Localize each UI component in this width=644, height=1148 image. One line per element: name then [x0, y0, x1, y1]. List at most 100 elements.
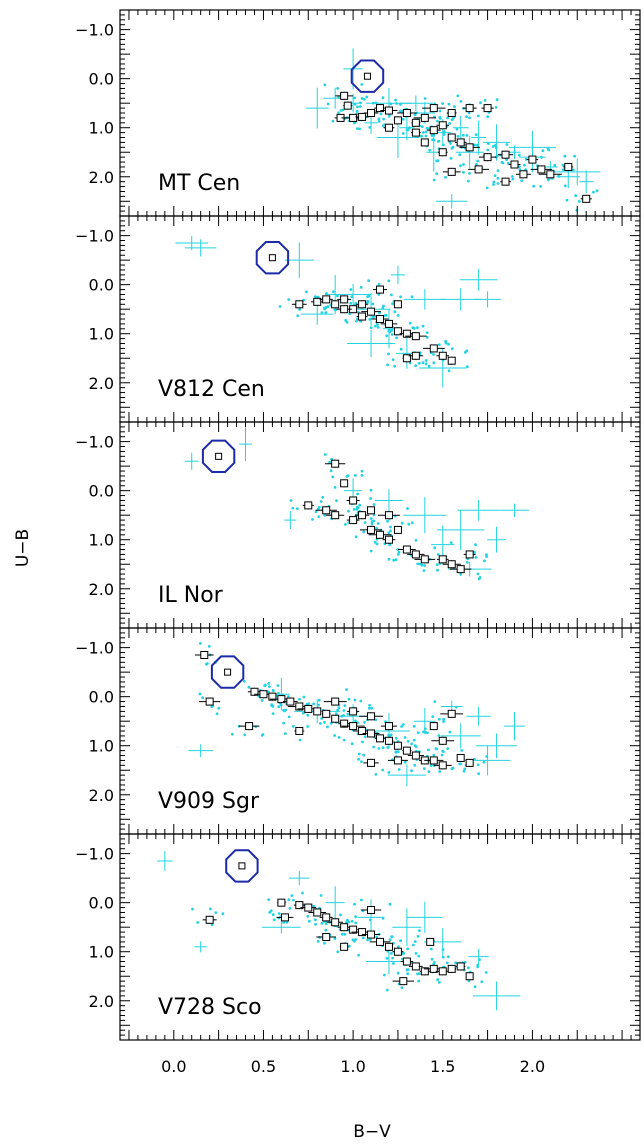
comparison-star-point — [428, 148, 432, 152]
comparison-star-point — [298, 697, 301, 701]
comparison-star-point — [408, 321, 412, 325]
comparison-star-point — [436, 978, 439, 982]
comparison-star-point — [314, 510, 318, 513]
y-tick-label: −1.0 — [75, 21, 114, 40]
comparison-star-point — [449, 541, 453, 544]
y-tick-label: 0.0 — [89, 688, 114, 707]
comparison-star-point — [191, 907, 194, 911]
comparison-star-point — [465, 561, 469, 564]
comparison-star-point — [323, 720, 326, 724]
cluster-point — [501, 177, 510, 186]
cluster-point — [426, 937, 435, 946]
comparison-star-point — [376, 522, 380, 525]
cluster-point — [349, 496, 358, 505]
comparison-star-point — [357, 953, 360, 957]
cluster-point — [438, 555, 447, 564]
comparison-star-point — [432, 753, 436, 757]
comparison-star-point — [354, 474, 357, 477]
cluster-point — [438, 121, 447, 130]
target-point — [363, 72, 371, 80]
y-tick-label: −1.0 — [75, 845, 114, 864]
comparison-star-cloud — [157, 851, 521, 1011]
comparison-star-point — [260, 699, 264, 702]
comparison-star-point — [362, 753, 366, 757]
cluster-point — [465, 143, 474, 152]
y-tick-label: −1.0 — [75, 433, 114, 452]
comparison-star-point — [298, 738, 302, 742]
comparison-star-point — [461, 133, 465, 137]
comparison-star-point — [401, 132, 405, 135]
comparison-star-point — [382, 304, 385, 308]
comparison-star-point — [592, 190, 595, 194]
comparison-star-point — [378, 311, 381, 315]
comparison-star-point — [448, 140, 452, 144]
comparison-star-point — [363, 720, 366, 724]
comparison-star-point — [416, 562, 420, 566]
comparison-star-point — [438, 117, 442, 120]
comparison-star-point — [547, 148, 551, 152]
comparison-star-point — [291, 506, 295, 510]
comparison-star-point — [367, 706, 371, 710]
comparison-star-point — [287, 298, 291, 301]
comparison-star-point — [389, 529, 392, 533]
comparison-star-point — [347, 509, 350, 513]
comparison-star-point — [349, 288, 353, 291]
comparison-star-point — [355, 507, 359, 511]
cluster-point — [456, 753, 465, 762]
comparison-star-point — [377, 117, 381, 121]
target-octagon — [350, 59, 385, 93]
comparison-star-point — [444, 175, 447, 179]
comparison-star-point — [433, 700, 437, 703]
comparison-star-point — [320, 922, 324, 925]
comparison-star-point — [287, 898, 291, 902]
cluster-point — [384, 736, 393, 745]
comparison-star-point — [282, 921, 285, 924]
cluster-point — [456, 962, 465, 971]
comparison-star-point — [473, 551, 476, 554]
comparison-star-point — [437, 343, 441, 347]
comparison-star-point — [198, 692, 202, 696]
comparison-star-point — [247, 685, 251, 689]
comparison-star-point — [366, 300, 370, 304]
comparison-star-point — [363, 521, 367, 524]
cluster-point — [358, 511, 367, 520]
comparison-star-point — [410, 769, 413, 773]
cluster-point — [429, 126, 438, 135]
comparison-star-point — [418, 929, 421, 932]
target-octagon — [225, 849, 259, 883]
comparison-star-point — [372, 503, 376, 506]
comparison-star-point — [410, 295, 414, 299]
comparison-star-point — [381, 96, 385, 100]
comparison-star-point — [416, 935, 420, 938]
comparison-star-point — [406, 947, 410, 951]
comparison-star-point — [360, 469, 364, 473]
comparison-star-point — [215, 712, 219, 716]
comparison-star-point — [283, 709, 286, 713]
comparison-star-point — [382, 124, 385, 128]
comparison-star-point — [438, 109, 442, 113]
comparison-star-point — [485, 186, 489, 190]
comparison-star-point — [374, 773, 378, 776]
cluster-point — [295, 901, 304, 910]
comparison-star-point — [392, 962, 395, 965]
comparison-star-point — [314, 922, 317, 926]
cluster-point — [367, 930, 376, 939]
comparison-star-point — [336, 87, 339, 90]
comparison-star-point — [370, 522, 374, 526]
comparison-star-point — [353, 96, 356, 100]
comparison-star-point — [449, 157, 453, 160]
comparison-star-point — [459, 573, 463, 576]
target-point — [224, 668, 232, 676]
cluster-point — [322, 295, 331, 304]
cluster-point — [331, 300, 340, 309]
comparison-star-point — [301, 891, 304, 895]
comparison-star-point — [231, 732, 234, 736]
comparison-star-point — [429, 764, 433, 767]
comparison-star-point — [323, 83, 327, 87]
comparison-star-point — [577, 200, 581, 203]
cluster-point — [322, 709, 331, 718]
comparison-star-point — [437, 734, 441, 737]
comparison-star-point — [396, 548, 400, 551]
cluster-point — [456, 565, 465, 574]
cluster-point — [384, 319, 393, 328]
